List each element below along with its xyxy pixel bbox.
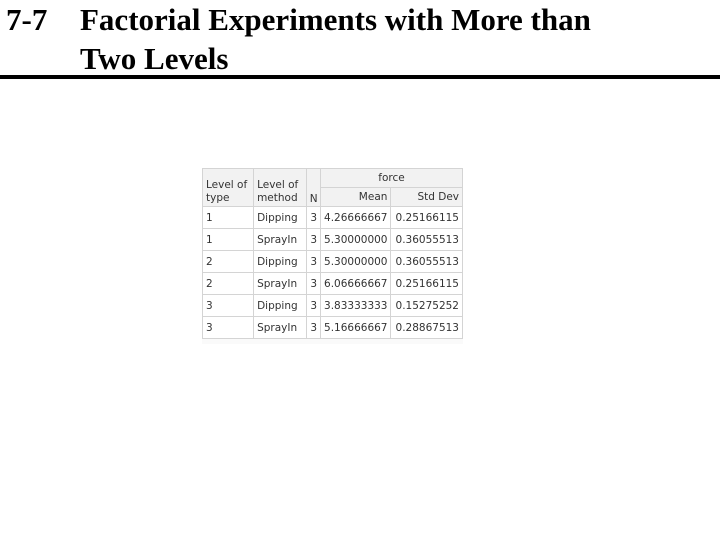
- cell-mean: 5.30000000: [320, 250, 392, 273]
- cell-n: 3: [306, 228, 322, 251]
- cell-type: 1: [201, 206, 255, 229]
- cell-mean: 6.06666667: [320, 272, 392, 295]
- cell-type: 1: [201, 228, 255, 251]
- title-row-2: Two Levels: [6, 39, 706, 78]
- cell-std-dev: 0.28867513: [390, 316, 463, 339]
- cell-type: 2: [201, 272, 255, 295]
- cell-method: Dipping: [253, 206, 308, 229]
- title-underline: [0, 75, 720, 79]
- table-row: 1 Dipping 3 4.26666667 0.25166115: [201, 206, 463, 229]
- table-row: 2 Dipping 3 5.30000000 0.36055513: [201, 250, 463, 273]
- cell-n: 3: [306, 294, 322, 317]
- title-line-1: Factorial Experiments with More than: [80, 2, 591, 37]
- cell-mean: 5.30000000: [320, 228, 392, 251]
- header-mean: Mean: [320, 187, 392, 207]
- header-level-of-type: Level of type: [201, 168, 255, 207]
- summary-table: Level of type Level of method N force Me…: [201, 168, 463, 339]
- cell-n: 3: [306, 206, 322, 229]
- table-row: 3 SprayIn 3 5.16666667 0.28867513: [201, 316, 463, 339]
- table-row: 3 Dipping 3 3.83333333 0.15275252: [201, 294, 463, 317]
- cell-n: 3: [306, 272, 322, 295]
- table-row: 1 SprayIn 3 5.30000000 0.36055513: [201, 228, 463, 251]
- cell-method: SprayIn: [253, 228, 308, 251]
- cell-type: 3: [201, 316, 255, 339]
- cell-mean: 5.16666667: [320, 316, 392, 339]
- cell-type: 2: [201, 250, 255, 273]
- cell-std-dev: 0.36055513: [390, 228, 463, 251]
- cell-std-dev: 0.36055513: [390, 250, 463, 273]
- title-row-1: 7-7 Factorial Experiments with More than: [6, 0, 706, 39]
- cell-method: SprayIn: [253, 316, 308, 339]
- cell-method: Dipping: [253, 294, 308, 317]
- cell-mean: 3.83333333: [320, 294, 392, 317]
- header-std-dev: Std Dev: [390, 187, 463, 207]
- cell-method: SprayIn: [253, 272, 308, 295]
- title-line-2: Two Levels: [80, 41, 229, 76]
- cell-std-dev: 0.25166115: [390, 206, 463, 229]
- cell-type: 3: [201, 294, 255, 317]
- cell-std-dev: 0.25166115: [390, 272, 463, 295]
- section-number: 7-7: [6, 2, 48, 37]
- cell-std-dev: 0.15275252: [390, 294, 463, 317]
- header-level-of-method: Level of method: [253, 168, 308, 207]
- slide-title: 7-7 Factorial Experiments with More than…: [6, 0, 706, 78]
- summary-table-image: Level of type Level of method N force Me…: [201, 168, 463, 344]
- cell-mean: 4.26666667: [320, 206, 392, 229]
- table-row: 2 SprayIn 3 6.06666667 0.25166115: [201, 272, 463, 295]
- cell-n: 3: [306, 316, 322, 339]
- header-n: N: [306, 168, 322, 207]
- cell-method: Dipping: [253, 250, 308, 273]
- header-force-group: force: [320, 168, 463, 188]
- cell-n: 3: [306, 250, 322, 273]
